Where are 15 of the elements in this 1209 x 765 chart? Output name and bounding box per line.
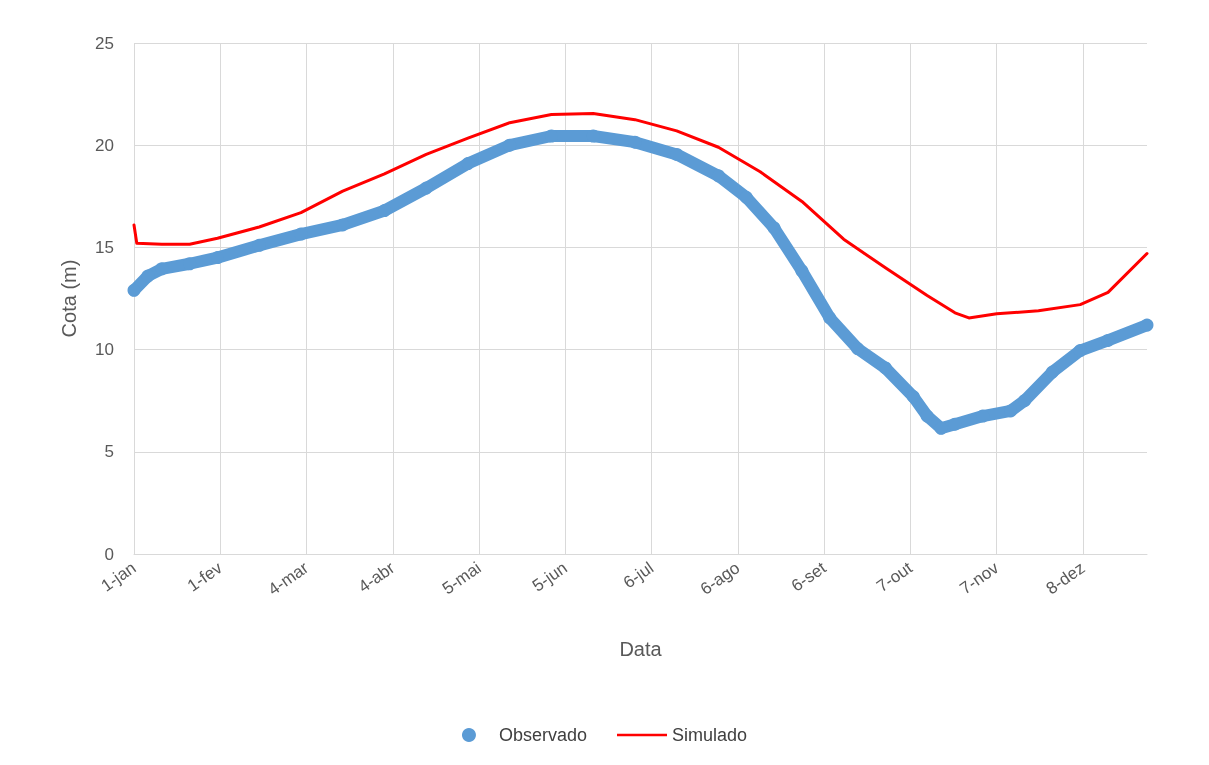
x-tick-label: 6-set — [787, 558, 830, 596]
x-tick-label: 4-abr — [354, 558, 399, 597]
y-tick-label: 20 — [95, 135, 114, 155]
legend-label: Observado — [498, 725, 588, 745]
y-tick-label: 5 — [104, 442, 114, 462]
y-tick-label: 10 — [95, 340, 114, 360]
legend-label: Simulado — [672, 725, 748, 745]
y-tick-label: 15 — [95, 237, 114, 257]
y-axis-title: Cota (m) — [58, 259, 80, 338]
y-tick-label: 25 — [95, 33, 114, 53]
x-tick-label: 5-jun — [528, 558, 571, 596]
x-tick-label: 6-jul — [619, 558, 658, 593]
x-axis-title: Data — [619, 638, 663, 660]
x-tick-label: 7-out — [873, 558, 917, 597]
y-tick-label: 0 — [104, 544, 114, 564]
